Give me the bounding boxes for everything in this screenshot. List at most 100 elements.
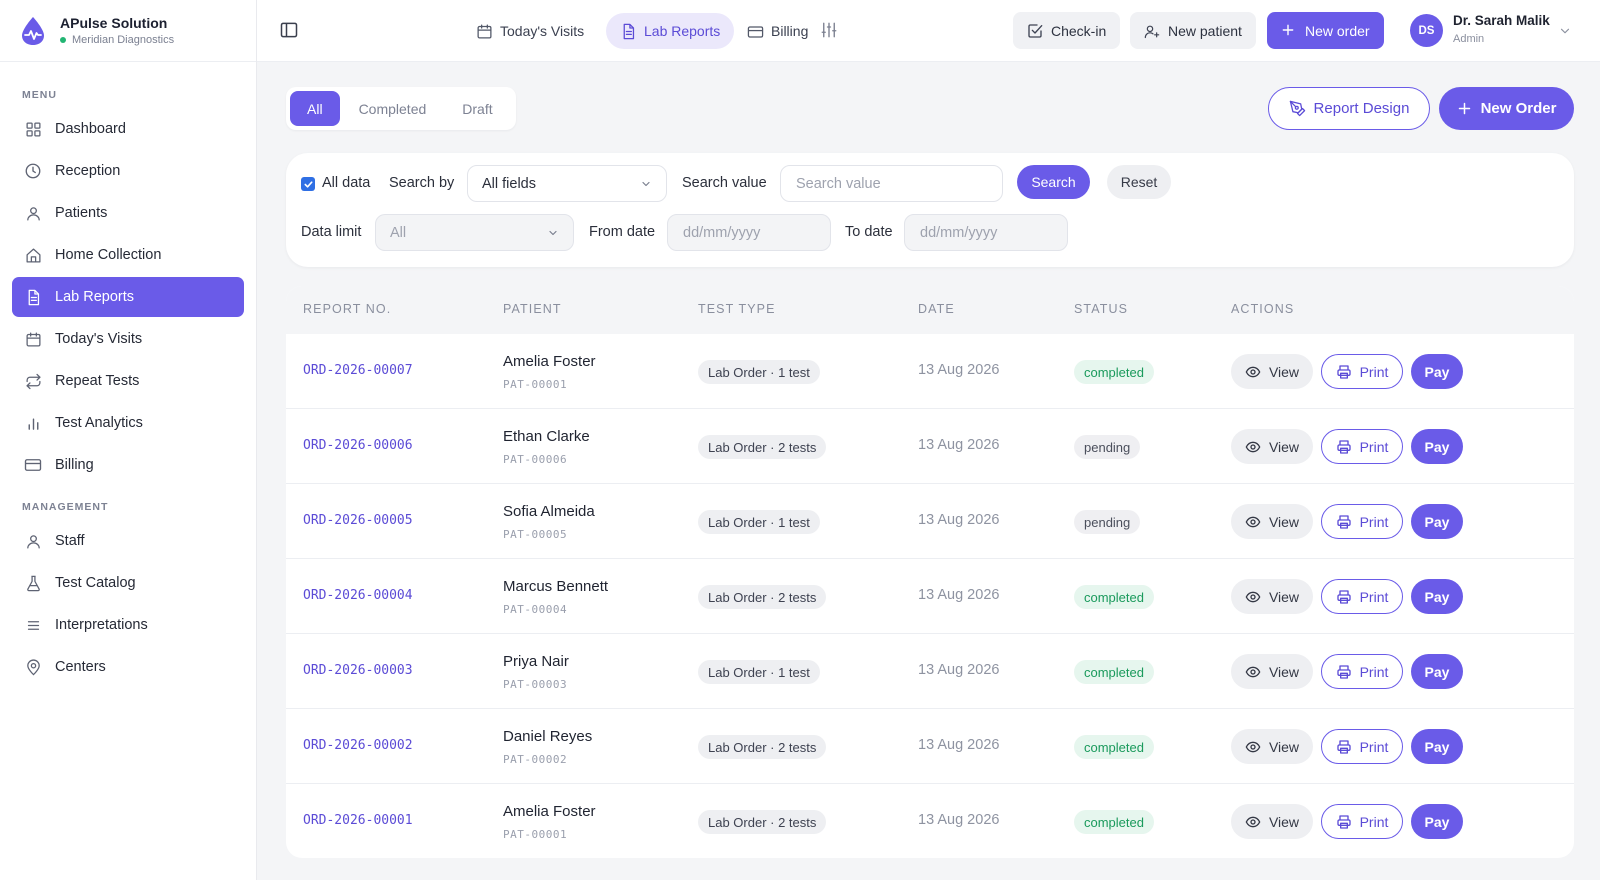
plus-icon: [1281, 23, 1297, 39]
topnav-todays-visits[interactable]: Today's Visits: [462, 13, 598, 49]
search-by-value: All fields: [482, 175, 536, 192]
brand[interactable]: APulse Solution Meridian Diagnostics: [0, 0, 256, 62]
grid-icon: [24, 120, 42, 138]
report-number-link[interactable]: ORD-2026-00005: [303, 513, 413, 528]
sidebar-item-home-collection[interactable]: Home Collection: [12, 235, 244, 275]
sidebar-item-billing[interactable]: Billing: [12, 445, 244, 485]
sidebar-item-reception[interactable]: Reception: [12, 151, 244, 191]
view-button[interactable]: View: [1231, 354, 1313, 389]
data-limit-select[interactable]: All: [375, 214, 574, 251]
table-row: ORD-2026-00007 Amelia Foster PAT-00001 Lab …: [286, 334, 1574, 409]
new-patient-label: New patient: [1168, 22, 1242, 39]
table-row: ORD-2026-00004 Marcus Bennett PAT-00004 Lab…: [286, 559, 1574, 634]
view-label: View: [1268, 363, 1300, 380]
all-data-checkbox[interactable]: [301, 177, 315, 191]
report-design-button[interactable]: Report Design: [1268, 87, 1430, 130]
sidebar-item-interpretations[interactable]: Interpretations: [12, 605, 244, 645]
print-label: Print: [1359, 363, 1389, 380]
brand-name: APulse Solution: [60, 15, 168, 31]
column-header-date: DATE: [918, 302, 955, 316]
eye-icon: [1245, 514, 1261, 530]
new-patient-button[interactable]: New patient: [1130, 12, 1256, 49]
report-number-link[interactable]: ORD-2026-00001: [303, 813, 413, 828]
view-button[interactable]: View: [1231, 579, 1313, 614]
reset-button[interactable]: Reset: [1107, 165, 1171, 199]
topnav-lab-reports[interactable]: Lab Reports: [606, 13, 735, 49]
pay-button[interactable]: Pay: [1411, 354, 1463, 389]
sidebar-item-repeat-tests[interactable]: Repeat Tests: [12, 361, 244, 401]
sliders-icon[interactable]: [820, 21, 838, 39]
sidebar-item-label: Home Collection: [55, 247, 162, 263]
column-header-status: STATUS: [1074, 302, 1129, 316]
patient-name: Sofia Almeida: [503, 503, 595, 520]
new-order-button[interactable]: New Order: [1439, 87, 1574, 130]
report-date: 13 Aug 2026: [918, 737, 1000, 753]
table-row: ORD-2026-00003 Priya Nair PAT-00003 Lab Ord…: [286, 634, 1574, 709]
print-button[interactable]: Print: [1321, 654, 1403, 689]
to-date-field[interactable]: dd/mm/yyyy: [904, 214, 1068, 251]
status-badge: completed: [1074, 735, 1154, 759]
avatar[interactable]: DS: [1410, 14, 1443, 47]
sidebar-item-lab-reports[interactable]: Lab Reports: [12, 277, 244, 317]
print-button[interactable]: Print: [1321, 504, 1403, 539]
report-date: 13 Aug 2026: [918, 662, 1000, 678]
print-label: Print: [1359, 663, 1389, 680]
sidebar-item-staff[interactable]: Staff: [12, 521, 244, 561]
view-button[interactable]: View: [1231, 804, 1313, 839]
tab-all[interactable]: All: [290, 91, 340, 126]
user-role: Admin: [1453, 33, 1485, 45]
pay-button[interactable]: Pay: [1411, 654, 1463, 689]
from-date-field[interactable]: dd/mm/yyyy: [667, 214, 831, 251]
sidebar-item-label: Test Analytics: [55, 415, 143, 431]
report-number-link[interactable]: ORD-2026-00006: [303, 438, 413, 453]
tab-completed[interactable]: Completed: [358, 100, 427, 117]
tab-draft[interactable]: Draft: [462, 100, 493, 117]
clock-icon: [24, 162, 42, 180]
view-button[interactable]: View: [1231, 654, 1313, 689]
pay-button[interactable]: Pay: [1411, 579, 1463, 614]
view-button[interactable]: View: [1231, 429, 1313, 464]
report-number-link[interactable]: ORD-2026-00002: [303, 738, 413, 753]
sidebar-item-dashboard[interactable]: Dashboard: [12, 109, 244, 149]
search-input[interactable]: Search value: [780, 165, 1003, 202]
print-button[interactable]: Print: [1321, 354, 1403, 389]
printer-icon: [1336, 514, 1352, 530]
pay-button[interactable]: Pay: [1411, 429, 1463, 464]
print-label: Print: [1359, 513, 1389, 530]
column-header-test-type: TEST TYPE: [698, 302, 776, 316]
view-button[interactable]: View: [1231, 729, 1313, 764]
printer-icon: [1336, 364, 1352, 380]
calendar-icon: [476, 23, 493, 40]
print-button[interactable]: Print: [1321, 429, 1403, 464]
report-number-link[interactable]: ORD-2026-00003: [303, 663, 413, 678]
sidebar-item-test-analytics[interactable]: Test Analytics: [12, 403, 244, 443]
sidebar-item-label: Interpretations: [55, 617, 148, 633]
print-button[interactable]: Print: [1321, 579, 1403, 614]
new-order-top-button[interactable]: New order: [1267, 12, 1384, 49]
view-label: View: [1268, 438, 1300, 455]
pay-button[interactable]: Pay: [1411, 804, 1463, 839]
sidebar-item-centers[interactable]: Centers: [12, 647, 244, 687]
user-name[interactable]: Dr. Sarah Malik: [1453, 13, 1550, 28]
sidebar-toggle-icon[interactable]: [279, 20, 299, 40]
topnav-billing[interactable]: Billing: [733, 13, 822, 49]
print-button[interactable]: Print: [1321, 804, 1403, 839]
view-button[interactable]: View: [1231, 504, 1313, 539]
pay-button[interactable]: Pay: [1411, 729, 1463, 764]
sidebar-item-test-catalog[interactable]: Test Catalog: [12, 563, 244, 603]
report-number-link[interactable]: ORD-2026-00004: [303, 588, 413, 603]
pay-button[interactable]: Pay: [1411, 504, 1463, 539]
print-button[interactable]: Print: [1321, 729, 1403, 764]
report-number-link[interactable]: ORD-2026-00007: [303, 363, 413, 378]
check-in-button[interactable]: Check-in: [1013, 12, 1121, 49]
search-button[interactable]: Search: [1017, 165, 1090, 199]
all-data-label: All data: [322, 175, 371, 191]
chevron-down-icon[interactable]: [1558, 24, 1572, 38]
sidebar-item-patients[interactable]: Patients: [12, 193, 244, 233]
printer-icon: [1336, 439, 1352, 455]
search-by-select[interactable]: All fields: [467, 165, 667, 202]
topnav-label: Lab Reports: [644, 23, 721, 39]
patient-id: PAT-00004: [503, 603, 568, 616]
sidebar-item-todays-visits[interactable]: Today's Visits: [12, 319, 244, 359]
sidebar-item-label: Billing: [55, 457, 94, 473]
